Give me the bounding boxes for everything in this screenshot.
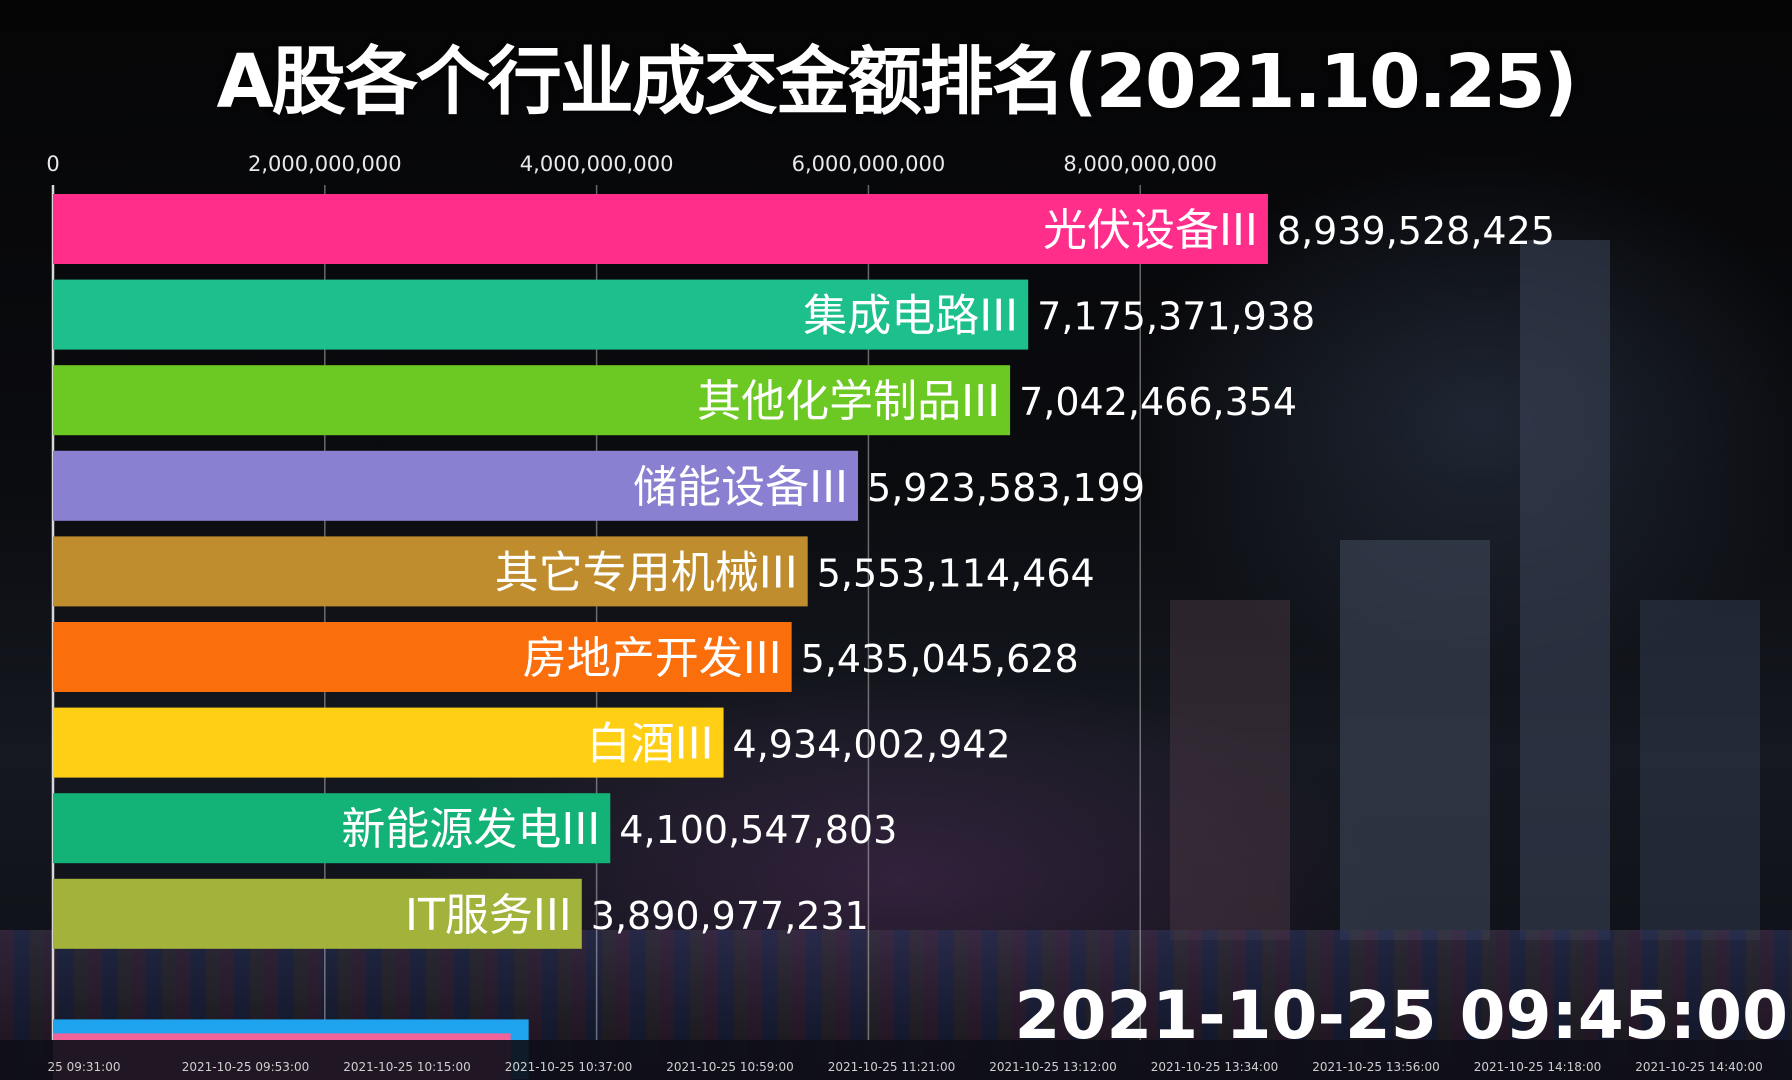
bar-category-label: 其它专用机械III (495, 547, 798, 598)
bar (53, 194, 1268, 264)
bar-category-label: 白酒III (587, 719, 714, 770)
bar (53, 536, 808, 607)
bar-category-label: 储能设备III (633, 462, 848, 513)
bar-value-label: 7,042,466,354 (1019, 380, 1297, 424)
timeline-strip (0, 1040, 1792, 1080)
x-tick-label: 0 (46, 152, 59, 176)
skyline-tower (1340, 540, 1490, 940)
bar-category-label: 集成电路III (803, 291, 1018, 342)
timeline-tick-label: 2021-10-25 10:59:00 (666, 1060, 793, 1074)
bar-category-label: IT服务III (405, 890, 572, 941)
bar-value-label: 4,100,547,803 (619, 808, 897, 852)
x-tick-label: 2,000,000,000 (248, 152, 402, 176)
timeline-tick-label: 2021-10-25 13:56:00 (1312, 1060, 1439, 1074)
bar (53, 707, 724, 778)
timeline-tick-label: 2021-10-25 13:12:00 (989, 1060, 1116, 1074)
bar-category-label: 其他化学制品III (697, 376, 1000, 427)
bar-category-label: 新能源发电III (341, 804, 600, 855)
bar-value-label: 4,934,002,942 (733, 723, 1011, 767)
bar (53, 622, 792, 692)
x-tick-label: 4,000,000,000 (520, 152, 674, 176)
bar-value-label: 3,890,977,231 (591, 894, 869, 938)
chart-title: A股各个行业成交金额排名(2021.10.25) (216, 39, 1577, 125)
timeline-tick-label: 2021-10-25 11:21:00 (828, 1060, 955, 1074)
timeline-tick-label: 2021-10-25 13:34:00 (1151, 1060, 1278, 1074)
x-tick-label: 6,000,000,000 (792, 152, 946, 176)
timeline-tick-label: 2021-10-25 10:37:00 (505, 1060, 632, 1074)
bar (53, 450, 859, 521)
timeline-tick-label: 2021-10-25 10:15:00 (343, 1060, 470, 1074)
bar (53, 793, 611, 864)
bar-value-label: 5,923,583,199 (867, 466, 1145, 510)
bar-category-label: 光伏设备III (1043, 205, 1258, 256)
skyline-tower (1520, 240, 1610, 940)
skyline-tower (1170, 600, 1290, 940)
bar-value-label: 7,175,371,938 (1037, 295, 1315, 339)
skyline-tower (1640, 600, 1760, 940)
bar-value-label: 5,435,045,628 (801, 637, 1079, 681)
bar-value-label: 8,939,528,425 (1277, 209, 1555, 253)
x-tick-label: 8,000,000,000 (1063, 152, 1217, 176)
bar-value-label: 5,553,114,464 (817, 551, 1095, 595)
timestamp-label: 2021-10-25 09:45:00 (1015, 977, 1788, 1054)
bar (53, 279, 1029, 350)
timeline-tick-label: 2021-10-25 14:40:00 (1635, 1060, 1762, 1074)
timeline-tick-label: 2021-10-25 14:18:00 (1474, 1060, 1601, 1074)
timeline-tick-label: 2021-10-25 09:53:00 (182, 1060, 309, 1074)
bar-category-label: 房地产开发III (523, 633, 782, 684)
timeline-tick-label: 25 09:31:00 (48, 1060, 121, 1074)
bar (53, 878, 582, 949)
bar (53, 365, 1011, 436)
